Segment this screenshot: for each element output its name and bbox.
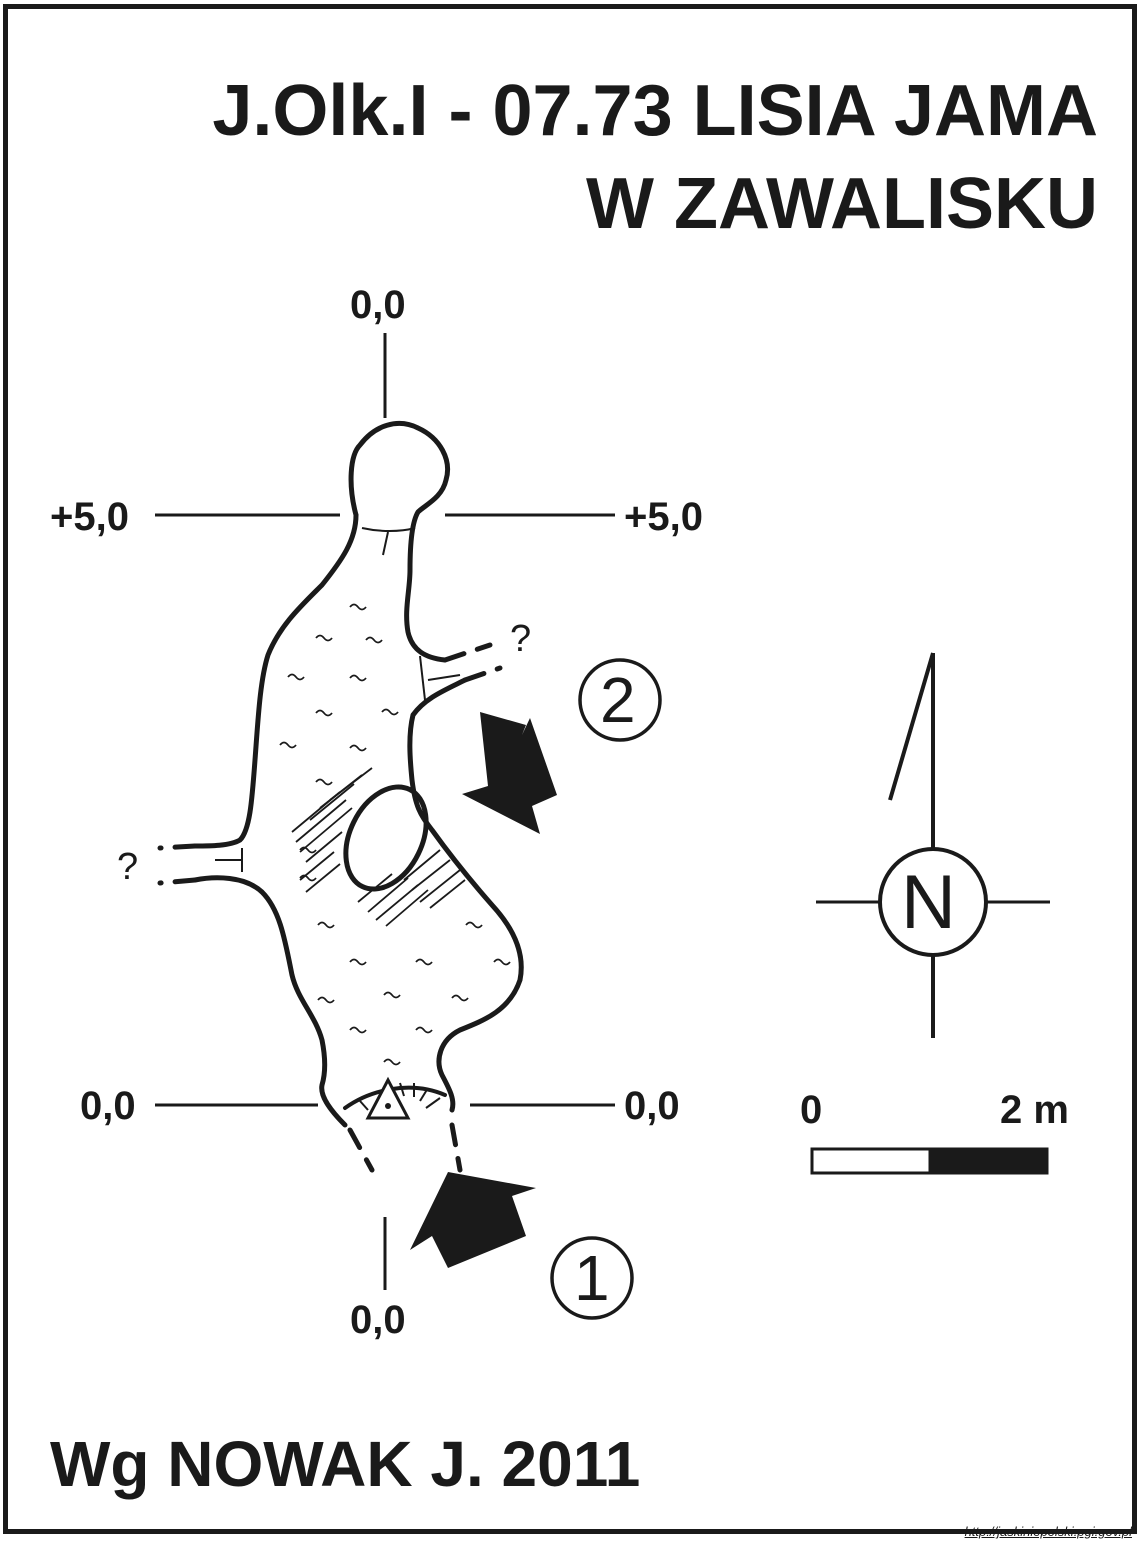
section-label-left-upper: +5,0 [50, 495, 129, 539]
dashed-passage-east-upper [442, 642, 493, 663]
entrance-2-circle [578, 658, 662, 742]
entrance-2-arrow [462, 712, 557, 834]
uncertain-passages [157, 642, 503, 1173]
entrance-arc-ticks [359, 1082, 441, 1111]
map-title-line-1: J.Olk.I - 07.73 LISIA JAMA [212, 71, 1098, 151]
scale-bar [810, 1147, 1049, 1175]
entrance-2-number: 2 [600, 664, 636, 736]
section-label-right-upper: +5,0 [624, 495, 703, 539]
cave-wall-west-upper [192, 512, 359, 849]
entrance-1-circle [550, 1236, 634, 1320]
sediment-marks [279, 603, 511, 1066]
dashed-passage-west-upper [157, 843, 198, 851]
unknown-continuation-west: ? [117, 846, 139, 888]
cave-wall-north-east [348, 421, 450, 663]
scale-label-end: 2 m [1000, 1088, 1069, 1132]
section-label-left-lower: 0,0 [80, 1084, 136, 1128]
dashed-passage-west-lower [157, 877, 198, 886]
dashed-entrance-west [347, 1127, 375, 1173]
chimney-opening [343, 784, 429, 892]
section-label-top: 0,0 [350, 283, 406, 327]
entrance-marker-triangle [365, 1076, 411, 1120]
unknown-continuation-east: ? [510, 618, 532, 660]
north-arrow [816, 652, 1050, 1038]
map-title-line-2: W ZAWALISKU [586, 164, 1098, 244]
section-lines [155, 333, 615, 1290]
cave-outline [192, 421, 524, 1128]
dashed-entrance-east [449, 1122, 463, 1173]
map-frame [3, 4, 1137, 1534]
cave-wall-east-lower [407, 677, 524, 1113]
rubble-hatching [291, 767, 466, 927]
north-arrow-label: N [901, 860, 956, 945]
section-label-right-lower: 0,0 [624, 1084, 680, 1128]
step-lines [215, 527, 461, 872]
section-label-bottom: 0,0 [350, 1298, 406, 1342]
entrance-1-arrow [410, 1172, 536, 1268]
map-author: Wg NOWAK J. 2011 [50, 1428, 641, 1500]
scale-label-start: 0 [800, 1088, 823, 1132]
source-url: http://jaskiniepolski.pgi.gov.pl [964, 1524, 1132, 1539]
entrance-1-number: 1 [574, 1242, 610, 1314]
cave-wall-west-lower [192, 875, 348, 1128]
dashed-passage-east-lower [462, 665, 503, 683]
